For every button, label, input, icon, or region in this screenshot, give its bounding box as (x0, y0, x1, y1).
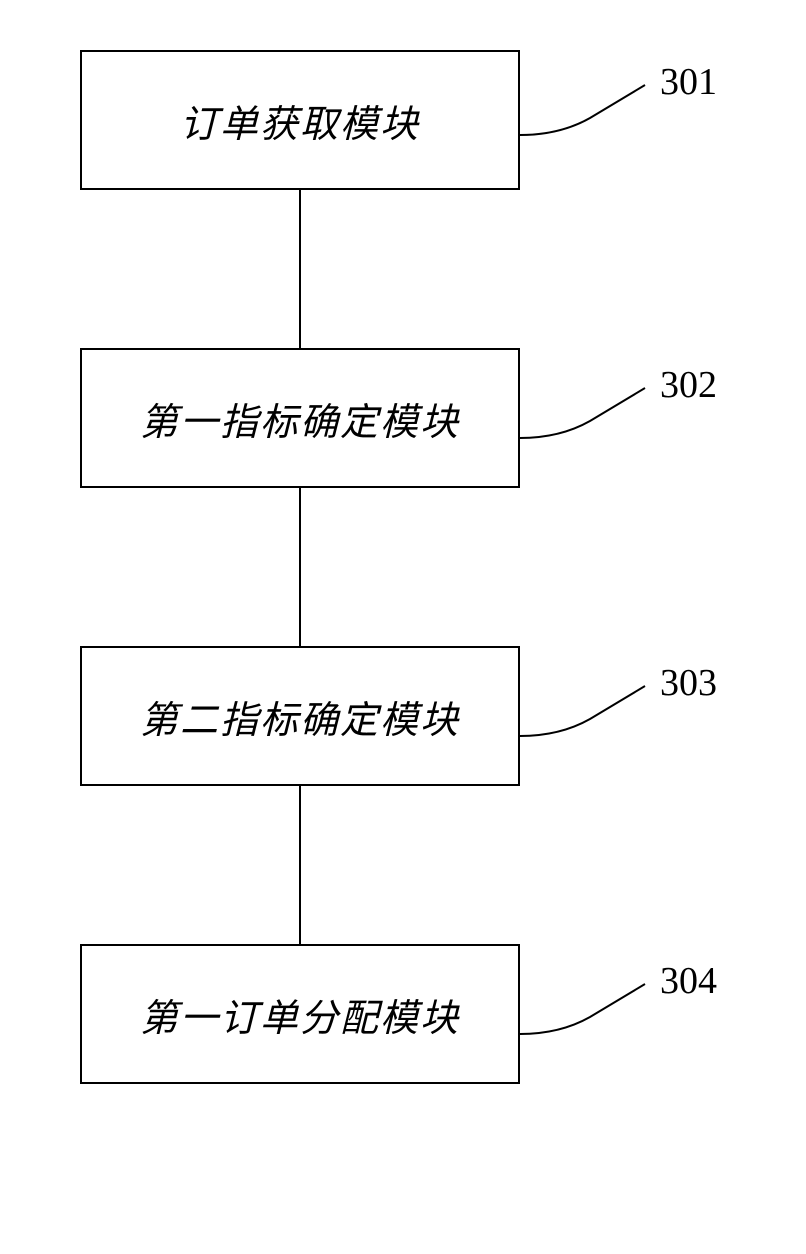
edge-3-4 (299, 786, 301, 944)
node-group-4: 第一订单分配模块 304 (80, 944, 730, 1084)
node-ref-2: 302 (660, 363, 717, 407)
flowchart-container: 订单获取模块 301 第一指标确定模块 302 第二指标确定模块 303 第一订… (80, 50, 730, 1084)
node-text-4: 第一订单分配模块 (140, 987, 460, 1042)
node-ref-4: 304 (660, 959, 717, 1003)
node-text-3: 第二指标确定模块 (140, 689, 460, 744)
node-box-3: 第二指标确定模块 (80, 646, 520, 786)
node-text-1: 订单获取模块 (180, 93, 420, 148)
node-box-4: 第一订单分配模块 (80, 944, 520, 1084)
node-group-3: 第二指标确定模块 303 (80, 646, 730, 786)
node-text-2: 第一指标确定模块 (140, 391, 460, 446)
leader-line-3 (520, 681, 650, 751)
node-group-2: 第一指标确定模块 302 (80, 348, 730, 488)
edge-1-2 (299, 190, 301, 348)
leader-line-1 (520, 80, 650, 150)
edge-2-3 (299, 488, 301, 646)
node-box-2: 第一指标确定模块 (80, 348, 520, 488)
node-box-1: 订单获取模块 (80, 50, 520, 190)
node-ref-1: 301 (660, 60, 717, 104)
leader-line-4 (520, 979, 650, 1049)
node-ref-3: 303 (660, 661, 717, 705)
leader-line-2 (520, 383, 650, 453)
node-group-1: 订单获取模块 301 (80, 50, 730, 190)
